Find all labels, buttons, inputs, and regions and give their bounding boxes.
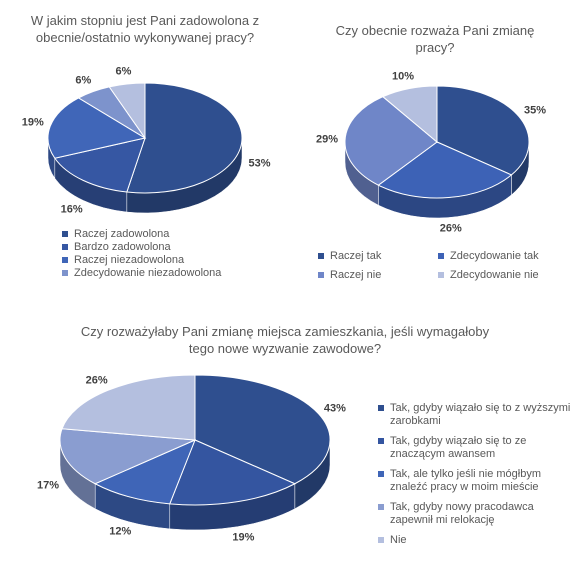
legend-entry: Tak, gdyby wiązało się to z wyższymi zar…: [378, 402, 575, 428]
pie-slice: [194, 374, 331, 485]
pie-slice: [94, 439, 196, 505]
legend-entry: Raczej zadowolona: [62, 228, 274, 241]
legend-entry: Raczej nie: [318, 269, 450, 282]
legend-entry: Tak, gdyby wiązało się to ze znaczącym a…: [378, 435, 575, 461]
data-label: 43%: [323, 402, 346, 415]
chart-title: Czy rozważyłaby Pani zmianę miejsca zami…: [80, 324, 490, 356]
pie-slice: [344, 96, 438, 186]
legend-swatch: [438, 272, 444, 278]
legend-entry: Zdecydowanie nie: [438, 269, 570, 282]
data-label: 53%: [248, 157, 271, 170]
legend-swatch: [62, 244, 68, 250]
data-label: 6%: [115, 65, 132, 78]
data-label: 17%: [37, 479, 60, 492]
legend-entry: Zdecydowanie niezadowolona: [62, 267, 274, 280]
legend-swatch: [438, 253, 444, 259]
pie-slice: [53, 137, 146, 193]
data-label: 29%: [316, 133, 339, 146]
legend-swatch: [318, 272, 324, 278]
legend-entry: Tak, ale tylko jeśli nie mógłbym znaleźć…: [378, 468, 575, 494]
data-label: 19%: [232, 531, 255, 544]
legend-swatch: [318, 253, 324, 259]
pie-slice: [47, 97, 147, 159]
pie-slice: [61, 374, 196, 441]
data-label: 26%: [439, 222, 462, 235]
pie-slice: [381, 85, 438, 144]
legend-entry: Raczej niezadowolona: [62, 254, 274, 267]
legend-swatch: [378, 471, 384, 477]
data-label: 19%: [21, 116, 44, 129]
pie-slice: [108, 82, 146, 140]
legend-entry: Nie: [378, 534, 575, 547]
data-label: 10%: [391, 70, 415, 83]
legend-swatch: [62, 231, 68, 237]
pie-slice: [436, 85, 530, 176]
legend-entry: Tak, gdyby nowy pracodawca zapewnił mi r…: [378, 501, 575, 527]
pie-slice: [377, 141, 513, 199]
pie-slice: [169, 439, 296, 506]
legend-swatch: [62, 270, 68, 276]
legend-swatch: [378, 504, 384, 510]
legend-swatch: [378, 438, 384, 444]
data-label: 26%: [85, 374, 108, 387]
data-label: 16%: [60, 203, 83, 216]
data-label: 6%: [75, 74, 92, 87]
data-label: 35%: [523, 104, 547, 117]
chart-title: W jakim stopniu jest Pani zadowolona z o…: [30, 13, 260, 45]
pie-slice: [59, 428, 196, 485]
legend-entry: Zdecydowanie tak: [438, 250, 570, 263]
legend-swatch: [378, 537, 384, 543]
legend-entry: Bardzo zadowolona: [62, 241, 274, 254]
legend-swatch: [62, 257, 68, 263]
pie-slice: [126, 82, 243, 194]
chart-title: Czy obecnie rozważa Pani zmianę pracy?: [335, 23, 535, 55]
legend-entry: Raczej tak: [318, 250, 450, 263]
legend-swatch: [378, 405, 384, 411]
data-label: 12%: [109, 525, 132, 538]
